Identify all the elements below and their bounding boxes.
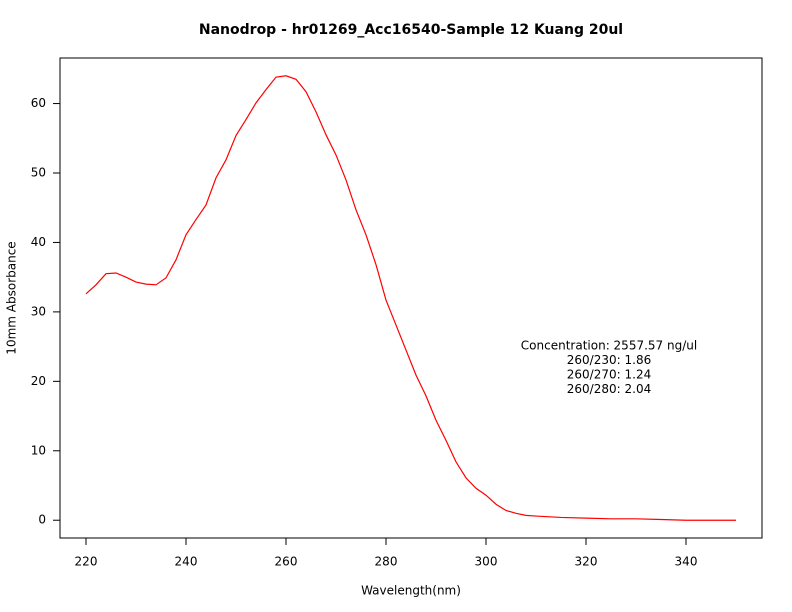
y-axis-label: 10mm Absorbance <box>5 241 19 354</box>
data-line <box>85 75 736 521</box>
annotation: 260/230: 1.86 <box>567 353 651 367</box>
x-tick-label: 220 <box>75 555 98 569</box>
y-tick-label: 40 <box>31 235 46 249</box>
y-tick-label: 50 <box>31 166 46 180</box>
x-tick-label: 260 <box>275 555 298 569</box>
x-tick-label: 340 <box>675 555 698 569</box>
y-tick-label: 30 <box>31 304 46 318</box>
y-tick-label: 0 <box>38 513 46 527</box>
chart-title: Nanodrop - hr01269_Acc16540-Sample 12 Ku… <box>199 22 623 38</box>
x-tick-label: 300 <box>475 555 498 569</box>
annotation: Concentration: 2557.57 ng/ul <box>521 339 697 353</box>
x-tick-label: 280 <box>375 555 398 569</box>
x-tick-label: 240 <box>175 555 198 569</box>
y-tick-label: 60 <box>31 96 46 110</box>
x-axis-label: Wavelength(nm) <box>361 584 461 598</box>
y-tick-label: 10 <box>31 443 46 457</box>
y-tick-label: 20 <box>31 374 46 388</box>
annotation: 260/280: 2.04 <box>567 382 651 396</box>
x-tick-label: 320 <box>575 555 598 569</box>
plot-box <box>59 57 763 539</box>
annotation: 260/270: 1.24 <box>567 368 651 382</box>
